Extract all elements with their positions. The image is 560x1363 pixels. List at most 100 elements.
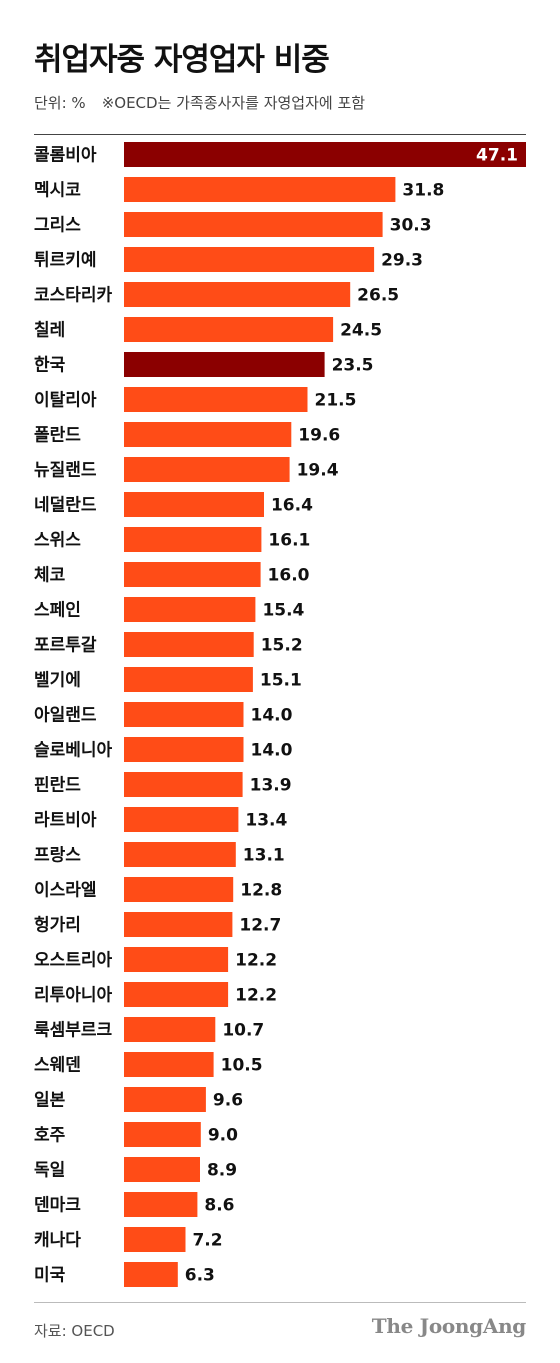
bar-row: 칠레 24.5: [34, 317, 382, 342]
category-label: 벨기에: [34, 671, 81, 691]
category-label: 네덜란드: [34, 496, 97, 516]
value-label: 8.9: [207, 1161, 237, 1181]
bar: [124, 1017, 216, 1042]
bar: [124, 1087, 206, 1112]
bar-row: 체코 16.0: [34, 562, 310, 587]
value-label: 29.3: [381, 251, 423, 271]
bar-chart: 콜롬비아 47.1 멕시코 31.8 그리스 30.3 튀르키예 29.3 코스타리카 26.5 칠…: [34, 142, 526, 1287]
bar-row: 네덜란드 16.4: [34, 492, 313, 517]
value-label: 13.1: [243, 846, 285, 866]
bar: [124, 842, 236, 867]
value-label: 12.2: [235, 986, 277, 1006]
value-label: 12.8: [240, 881, 282, 901]
category-label: 스웨덴: [34, 1056, 81, 1076]
bar: [124, 947, 229, 972]
bar-row: 튀르키예 29.3: [34, 247, 423, 272]
category-label: 리투아니아: [34, 986, 113, 1006]
category-label: 콜롬비아: [34, 146, 97, 166]
category-label: 룩셈부르크: [34, 1021, 113, 1041]
bar-row: 호주 9.0: [34, 1122, 238, 1147]
bar-row: 헝가리 12.7: [34, 912, 281, 937]
value-label: 8.6: [204, 1196, 234, 1216]
bar-highlight: [124, 142, 526, 167]
bar-row: 폴란드 19.6: [34, 422, 340, 447]
bar-row: 멕시코 31.8: [34, 177, 444, 202]
value-label: 15.1: [260, 671, 302, 691]
category-label: 헝가리: [34, 915, 81, 936]
bar: [124, 1122, 201, 1147]
bar: [124, 737, 244, 762]
bar: [124, 667, 253, 692]
bar-row: 아일랜드 14.0: [34, 702, 293, 727]
value-label: 9.0: [208, 1126, 238, 1146]
value-label: 30.3: [390, 216, 432, 236]
bar-row: 벨기에 15.1: [34, 667, 302, 692]
category-label: 덴마크: [34, 1196, 81, 1216]
value-label: 12.7: [239, 916, 281, 936]
value-label: 19.4: [297, 461, 339, 481]
category-label: 멕시코: [34, 181, 81, 201]
bar: [124, 317, 334, 342]
bar: [124, 1157, 200, 1182]
brand-logo: The JoongAng: [371, 1314, 527, 1338]
bar-row: 라트비아 13.4: [34, 807, 287, 832]
category-label: 호주: [34, 1126, 66, 1146]
bar: [124, 807, 239, 832]
bar-row: 포르투갈 15.2: [34, 632, 303, 657]
bar-row: 스페인 15.4: [34, 597, 305, 622]
bar-row: 이스라엘 12.8: [34, 877, 282, 902]
value-label: 15.4: [262, 601, 304, 621]
category-label: 뉴질랜드: [34, 460, 97, 481]
bar: [124, 912, 233, 937]
bar-row: 핀란드 13.9: [34, 772, 292, 797]
bar-row: 오스트리아 12.2: [34, 947, 277, 972]
category-label: 미국: [34, 1266, 66, 1286]
bar: [124, 457, 290, 482]
category-label: 한국: [34, 356, 66, 376]
category-label: 일본: [34, 1091, 66, 1111]
bar: [124, 1192, 198, 1217]
bar: [124, 1227, 186, 1252]
category-label: 독일: [34, 1161, 65, 1181]
value-label: 16.0: [268, 566, 310, 586]
value-label: 26.5: [357, 286, 399, 306]
bar: [124, 632, 254, 657]
bar: [124, 177, 396, 202]
bar: [124, 562, 261, 587]
category-label: 코스타리카: [34, 286, 113, 306]
bar-row: 프랑스 13.1: [34, 842, 285, 867]
top-divider: [34, 134, 526, 135]
bar: [124, 772, 243, 797]
bar-row: 캐나다 7.2: [34, 1227, 223, 1252]
bar: [124, 422, 292, 447]
bar-row: 덴마크 8.6: [34, 1192, 235, 1217]
category-label: 칠레: [34, 320, 65, 341]
remark-note: ※OECD는 가족종사자를 자영업자에 포함: [101, 94, 366, 112]
value-label: 9.6: [213, 1091, 243, 1111]
category-label: 오스트리아: [34, 951, 113, 971]
bar-row: 그리스 30.3: [34, 212, 432, 237]
category-label: 슬로베니아: [34, 741, 113, 761]
bar-row: 미국 6.3: [34, 1262, 215, 1287]
category-label: 이탈리아: [34, 390, 97, 411]
bar: [124, 1052, 214, 1077]
bar-row: 리투아니아 12.2: [34, 982, 277, 1007]
value-label: 23.5: [332, 356, 374, 376]
category-label: 프랑스: [34, 846, 81, 866]
value-label: 16.1: [268, 531, 310, 551]
source-note: 자료: OECD: [34, 1322, 115, 1340]
category-label: 핀란드: [34, 776, 81, 796]
chart-title: 취업자중 자영업자 비중: [34, 42, 330, 78]
bar: [124, 492, 264, 517]
category-label: 스위스: [34, 531, 81, 551]
bar-row: 코스타리카 26.5: [34, 282, 399, 307]
unit-note: 단위: %: [34, 94, 86, 112]
value-label: 14.0: [250, 706, 292, 726]
category-label: 스페인: [34, 601, 81, 621]
bar: [124, 247, 375, 272]
value-label: 10.7: [222, 1021, 264, 1041]
value-label: 14.0: [250, 741, 292, 761]
category-label: 캐나다: [34, 1231, 81, 1251]
bar-row: 스웨덴 10.5: [34, 1052, 263, 1077]
bar: [124, 1262, 178, 1287]
